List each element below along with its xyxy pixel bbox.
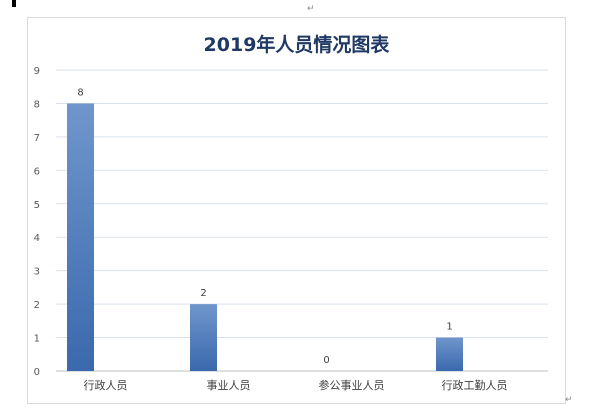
y-tick-label: 3 — [34, 267, 40, 278]
bar-4[interactable] — [436, 337, 463, 371]
paragraph-mark-top: ↵ — [307, 4, 315, 14]
data-label: 0 — [323, 355, 329, 366]
y-tick-label: 7 — [34, 133, 40, 144]
y-tick-label: 1 — [34, 334, 40, 345]
y-tick-label: 9 — [34, 66, 40, 77]
y-tick-label: 8 — [34, 99, 40, 110]
data-label: 1 — [446, 322, 452, 333]
bar-1[interactable] — [67, 103, 94, 371]
chart-title: 2019年人员情况图表 — [203, 34, 390, 56]
x-axis-labels: 行政人员 事业人员 参公事业人员 行政工勤人员 — [84, 378, 508, 392]
gridlines — [56, 69, 548, 372]
y-tick-label: 5 — [34, 200, 40, 211]
x-tick-label: 参公事业人员 — [319, 378, 385, 392]
x-tick-label: 事业人员 — [207, 379, 251, 392]
y-axis-ticks: 0 1 2 3 4 5 6 7 8 9 — [34, 66, 40, 378]
data-label: 2 — [200, 288, 206, 299]
text-cursor-mark — [12, 0, 16, 7]
x-tick-label: 行政工勤人员 — [442, 378, 508, 392]
y-tick-label: 4 — [34, 233, 40, 244]
y-tick-label: 6 — [34, 166, 40, 177]
x-tick-label: 行政人员 — [84, 378, 128, 392]
y-tick-label: 2 — [34, 300, 40, 311]
paragraph-mark-bottom: ↵ — [565, 395, 573, 405]
y-tick-label: 0 — [34, 367, 40, 378]
bar-2[interactable] — [190, 304, 217, 371]
chart-frame[interactable] — [27, 17, 566, 404]
bars — [67, 103, 463, 371]
data-label: 8 — [77, 87, 83, 98]
data-labels: 8 2 0 1 — [77, 87, 452, 366]
